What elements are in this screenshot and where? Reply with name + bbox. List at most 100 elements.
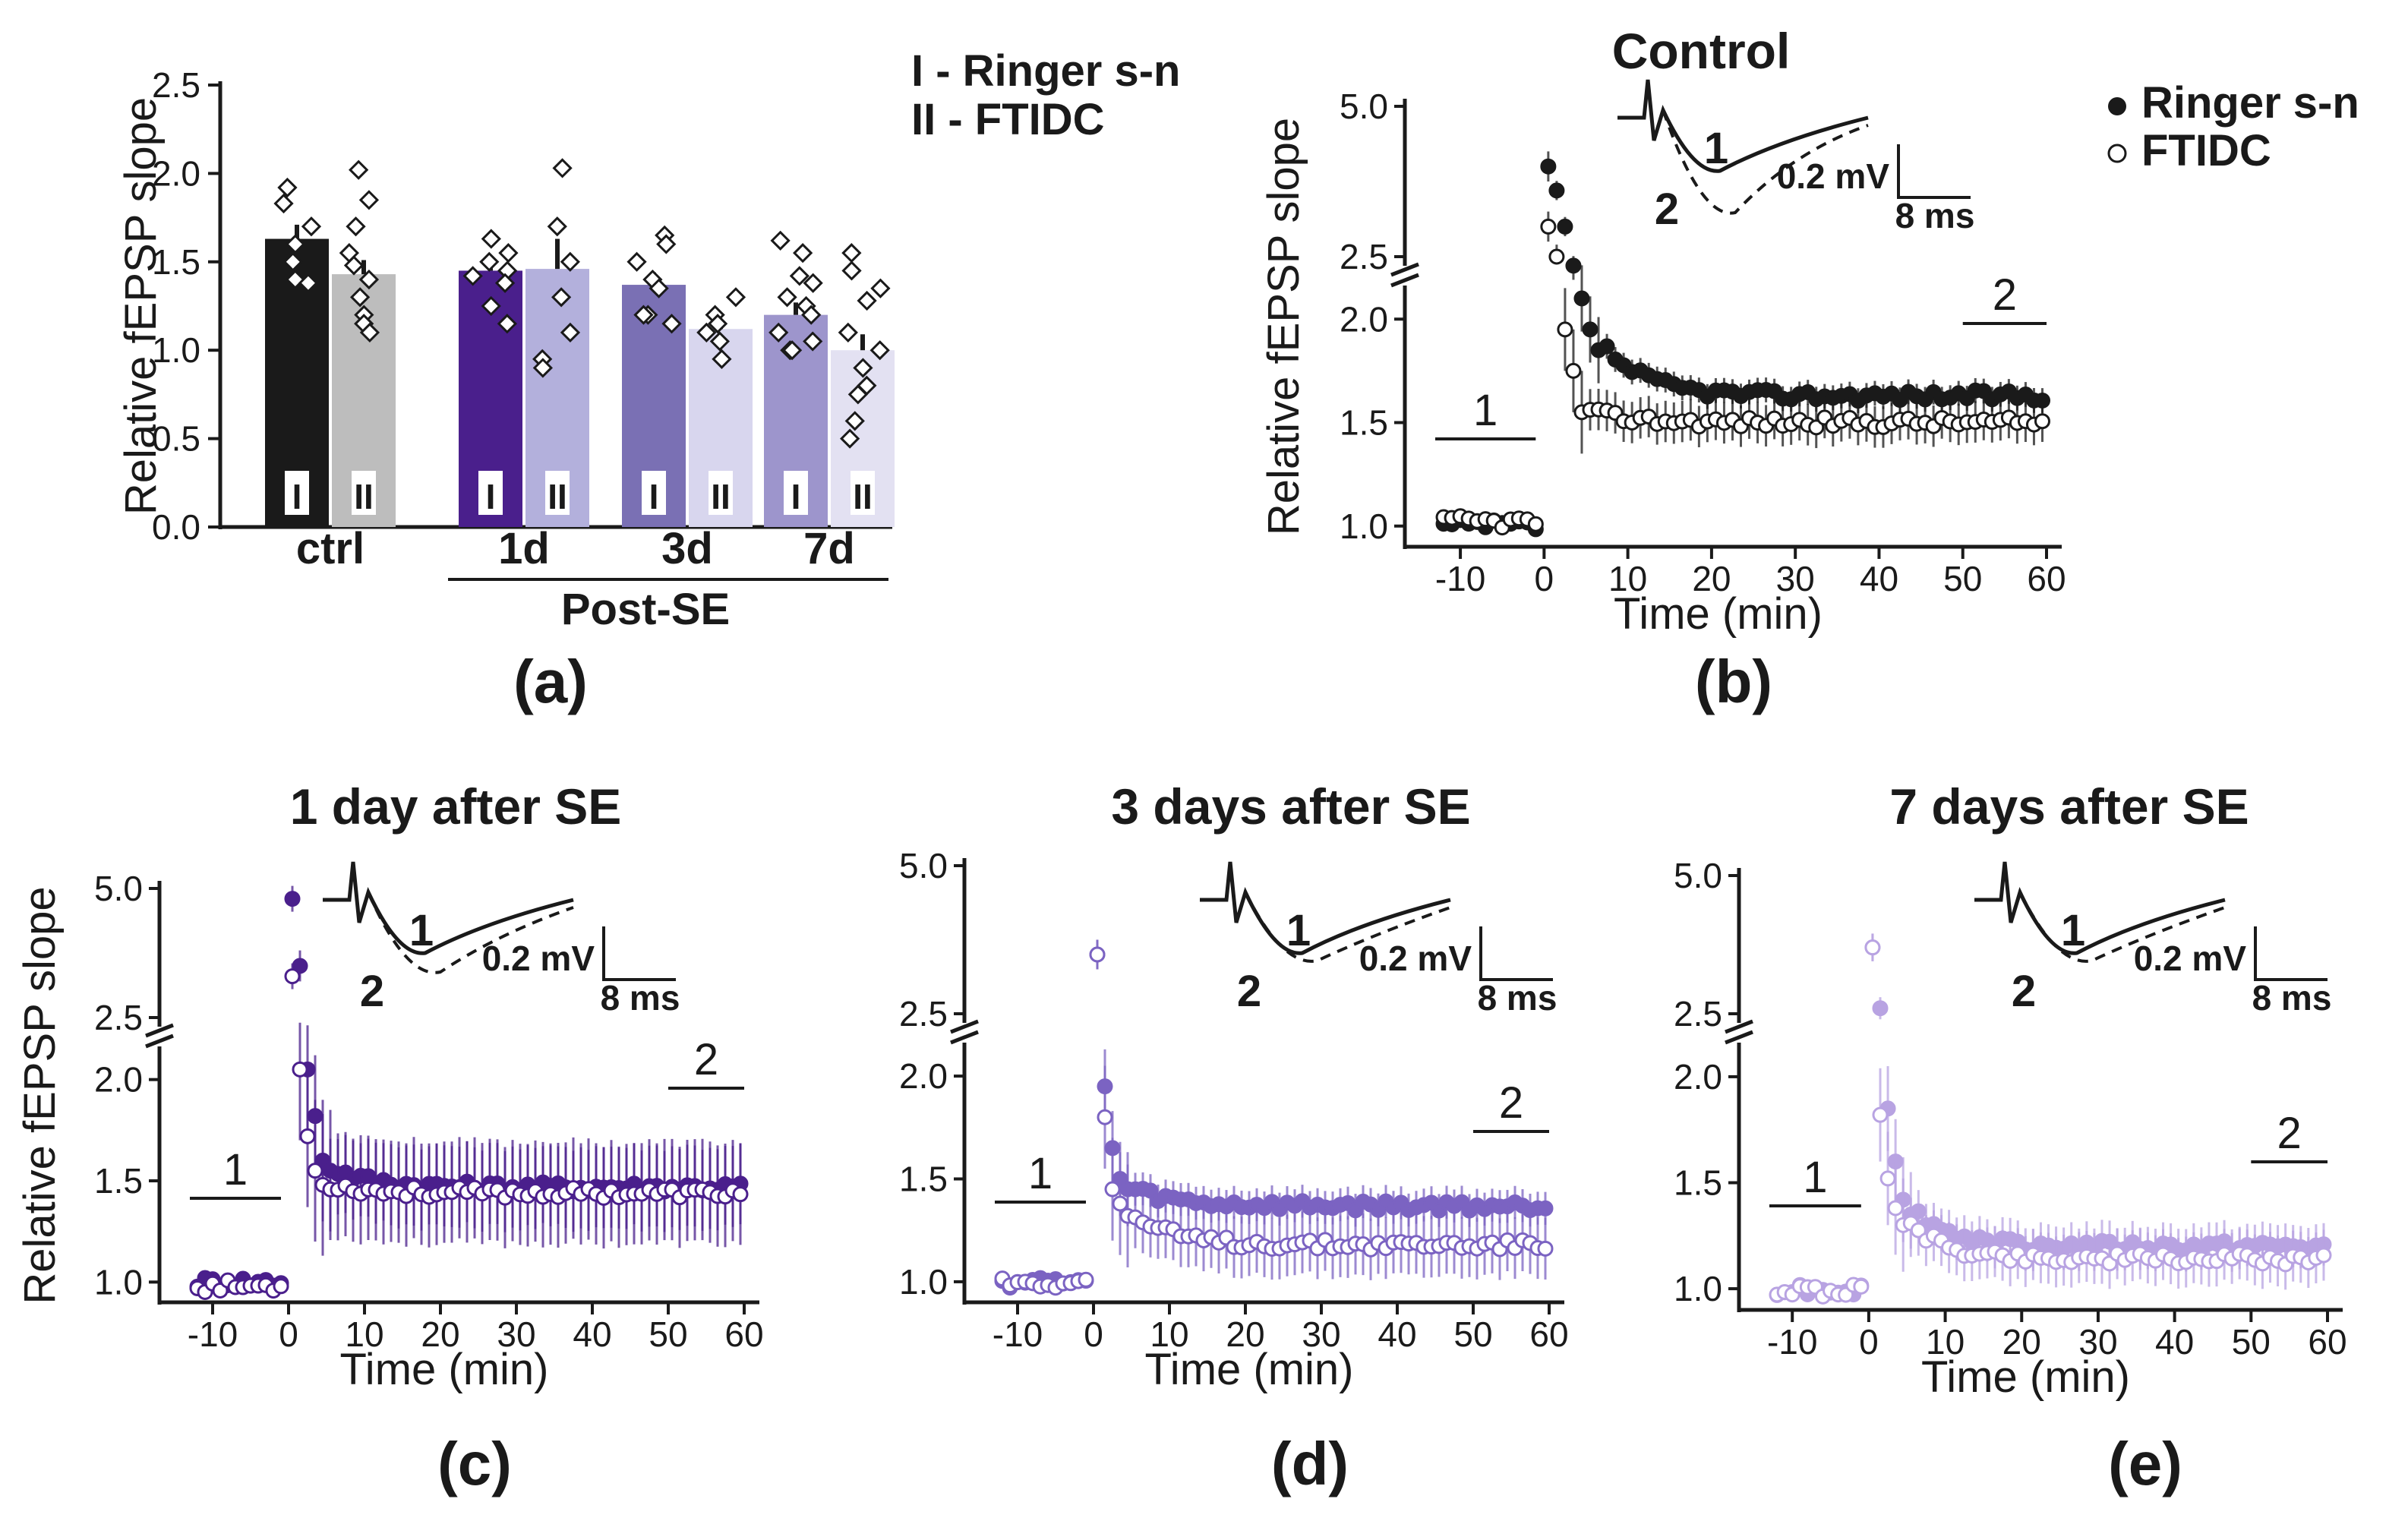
- data-point: [307, 1163, 323, 1179]
- y-tick-label: 1.5: [152, 242, 200, 282]
- trace-2: [2018, 891, 2226, 963]
- x-tick-label: 30: [2078, 1322, 2117, 1362]
- bar-mark: I: [292, 477, 302, 516]
- x-tick-label: 20: [1226, 1314, 1264, 1354]
- data-point: [358, 190, 380, 210]
- trace-label: 2: [1237, 967, 1261, 1016]
- data-point: [869, 340, 890, 361]
- data-point: [497, 314, 517, 334]
- panel-b-chart: 1.0 1.5 2.0 2.5 5.0 -10 0 10 20 30 40 50 60 Time (min…: [1259, 23, 2359, 639]
- data-point: [732, 1186, 749, 1203]
- data-point: [1887, 1200, 1904, 1217]
- bar-mark-box: [478, 471, 503, 515]
- x-tick-label: 40: [1860, 559, 1898, 598]
- data-point: [1573, 290, 1590, 307]
- data-point: [349, 287, 371, 308]
- category-label: 1d: [498, 524, 550, 573]
- x-tick-label: 30: [497, 1314, 535, 1354]
- data-point: [770, 230, 791, 251]
- data-point: [532, 358, 553, 378]
- scale-bar: [602, 926, 676, 981]
- y-tick-label: 2.0: [1674, 1057, 1722, 1097]
- x-axis-label: Time (min): [1145, 1345, 1354, 1394]
- data-point: [481, 295, 501, 317]
- axis-break: [145, 1023, 174, 1049]
- trace-label: 2: [360, 967, 384, 1016]
- y-tick-label: 5.0: [899, 846, 948, 885]
- inset-traces: 12 0.2 mV8 ms: [1617, 79, 1975, 235]
- x-tick-label: 0: [1535, 559, 1554, 598]
- bar-mark: I: [649, 477, 659, 516]
- data-point: [462, 266, 483, 286]
- data-point: [494, 273, 516, 293]
- data-point: [844, 411, 865, 431]
- data-point: [1097, 1109, 1113, 1125]
- data-point: [1872, 1000, 1889, 1017]
- y-tick-label: 2.5: [1674, 994, 1722, 1034]
- bar-mark-box: [851, 471, 875, 515]
- y-tick-label: 1.5: [899, 1160, 948, 1199]
- x-tick-label: 10: [1150, 1314, 1188, 1354]
- inset-traces: 12 0.2 mV8 ms: [1200, 861, 1557, 1018]
- y-tick-label: 2.0: [1340, 299, 1388, 339]
- data-point: [1582, 321, 1598, 338]
- y-tick-label: 5.0: [1674, 856, 1722, 895]
- x-tick-label: 10: [345, 1314, 383, 1354]
- x-tick-label: -10: [1767, 1322, 1817, 1362]
- x-tick-label: 20: [2002, 1322, 2041, 1362]
- data-point: [292, 1061, 308, 1078]
- scale-label: 0.2 mV: [1359, 939, 1472, 978]
- data-point: [707, 314, 728, 334]
- data-point: [284, 891, 301, 907]
- bar-mark-box: [285, 471, 309, 515]
- data-point: [838, 322, 858, 343]
- period-label: 2: [1993, 270, 2017, 320]
- period-label: 2: [694, 1035, 718, 1084]
- y-tick-label: 1.0: [94, 1262, 143, 1302]
- chart-title: Control: [1612, 23, 1791, 79]
- data-point: [1879, 1170, 1896, 1187]
- panel-d-chart: 1.0 1.5 2.0 2.5 5.0 -10 0 10 20 30 40 50 60 Time (min…: [899, 778, 1569, 1394]
- panel-label: (a): [513, 648, 588, 715]
- data-point: [481, 229, 501, 249]
- data-point: [1565, 362, 1582, 379]
- data-point: [1540, 158, 1557, 175]
- bar-mark: II: [548, 477, 567, 516]
- x-tick-label: 40: [1378, 1314, 1416, 1354]
- legend-entry: Ringer s-n: [2141, 78, 2359, 128]
- period-label: 2: [1499, 1078, 1523, 1128]
- x-tick-label: 60: [2308, 1322, 2346, 1362]
- data-point: [1565, 257, 1582, 274]
- y-tick-label: 2.0: [94, 1060, 143, 1100]
- data-point: [1527, 516, 1544, 532]
- data-point: [547, 216, 567, 237]
- scale-label: 0.2 mV: [1777, 156, 1890, 196]
- data-point: [1548, 248, 1565, 265]
- trace-2: [1662, 109, 1869, 215]
- data-point: [282, 251, 303, 272]
- category-label: ctrl: [296, 524, 365, 573]
- data-point: [285, 234, 306, 254]
- data-point: [841, 243, 862, 264]
- bar-mark: II: [853, 477, 873, 516]
- panel-label: (e): [2108, 1430, 2182, 1497]
- y-tick-label: 1.0: [899, 1262, 948, 1302]
- data-point: [277, 177, 298, 198]
- panel-e-chart: 1.0 1.5 2.0 2.5 5.0 -10 0 10 20 30 40 50 60 Time (min…: [1674, 778, 2347, 1402]
- legend-entry: I - Ringer s-n: [911, 46, 1180, 96]
- data-point: [1078, 1271, 1094, 1288]
- data-point: [626, 251, 647, 272]
- x-axis-label: Time (min): [340, 1345, 549, 1394]
- data-point: [1808, 419, 1825, 436]
- trace-2: [1244, 891, 1451, 963]
- data-point: [498, 243, 519, 264]
- data-point: [1104, 1181, 1121, 1198]
- scale-label: 8 ms: [1895, 196, 1975, 235]
- y-tick-label: 1.5: [1340, 403, 1388, 443]
- data-point: [284, 968, 301, 985]
- scale-bar: [1897, 144, 1971, 199]
- axis-break: [1725, 1019, 1753, 1045]
- data-point: [847, 384, 868, 405]
- data-point: [1548, 182, 1565, 199]
